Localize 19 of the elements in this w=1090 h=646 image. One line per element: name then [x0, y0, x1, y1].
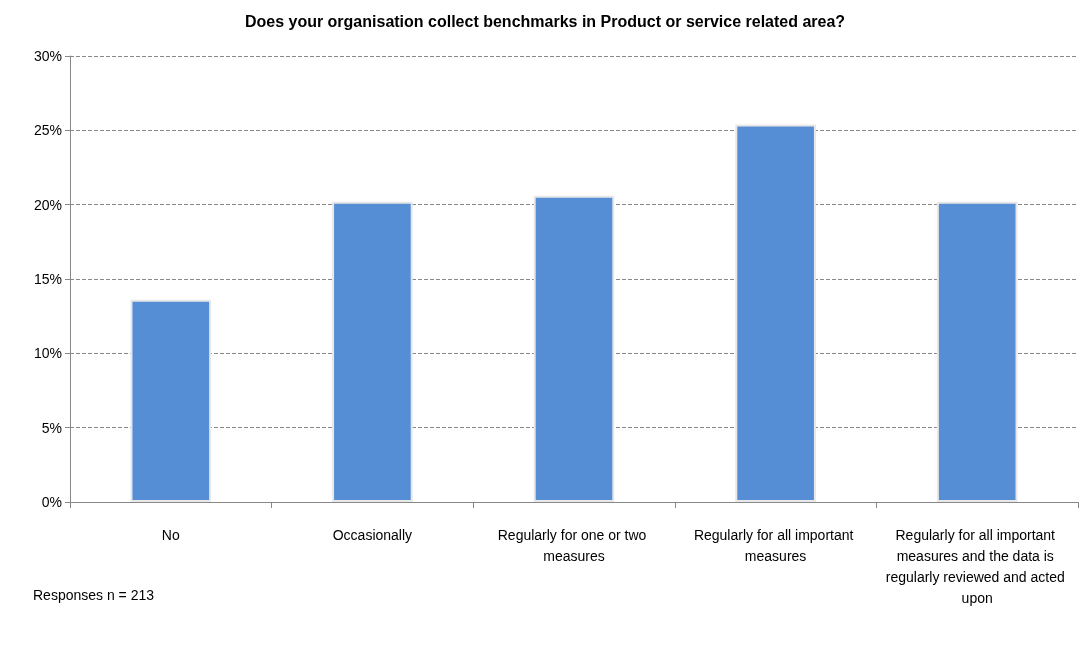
bar: [533, 195, 615, 502]
x-tick-label: No: [161, 526, 180, 543]
bar: [735, 124, 816, 502]
y-tick-label: 20%: [33, 196, 62, 213]
chart-title: Does your organisation collect benchmarks in Product or service related area?: [244, 12, 846, 30]
text: Responses n = 213: [33, 587, 155, 603]
bar: [936, 201, 1018, 502]
y-tick-label: 30%: [33, 48, 62, 64]
y-tick-label: 10%: [33, 345, 62, 362]
x-tick-label: Regularly for all important measures: [693, 526, 858, 564]
x-tick-label: Occasionally: [332, 526, 413, 543]
bar: [332, 201, 413, 502]
bar: [130, 299, 212, 502]
y-tick-label: 5%: [41, 419, 62, 436]
x-tick-label: Regularly for one or two measures: [497, 526, 651, 564]
y-tick-label: 0%: [41, 494, 62, 510]
x-tick-label: Regularly for all important measures and the data is regularly reviewed and acted upon: [885, 526, 1069, 606]
y-tick-label: 25%: [33, 122, 62, 139]
y-tick-label: 15%: [33, 271, 62, 287]
